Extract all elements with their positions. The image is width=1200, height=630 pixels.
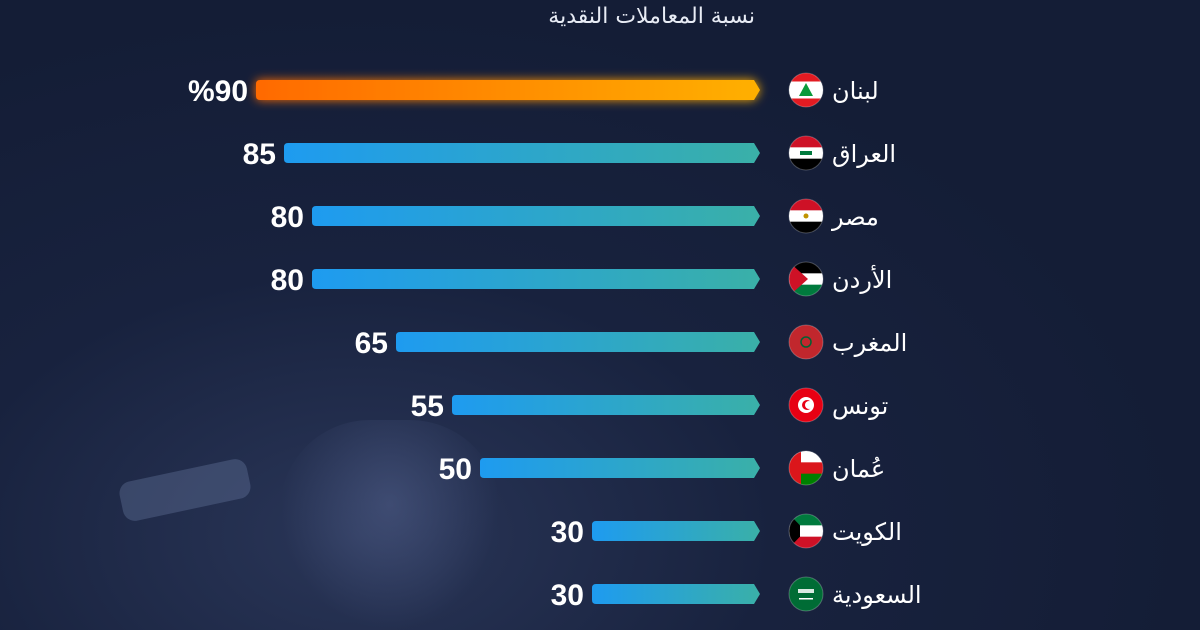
kuwait-flag-icon <box>789 514 823 548</box>
morocco-flag-icon <box>789 325 823 359</box>
chart-title-text: نسبة المعاملات النقدية <box>548 4 755 29</box>
country-label: الكويت <box>832 518 902 546</box>
value-label: 80 <box>271 264 304 297</box>
background-hand-photo <box>280 420 500 630</box>
bar <box>312 206 760 226</box>
value-label: 55 <box>411 390 444 423</box>
value-label: 30 <box>551 579 584 612</box>
egypt-flag-icon <box>789 199 823 233</box>
bar <box>592 584 760 604</box>
value-label: 85 <box>243 138 276 171</box>
bar <box>396 332 760 352</box>
bar <box>312 269 760 289</box>
country-label: الأردن <box>832 265 892 294</box>
bar <box>480 458 760 478</box>
country-label: تونس <box>832 392 888 420</box>
country-label: مصر <box>831 203 879 231</box>
value-label: 30 <box>551 516 584 549</box>
bar <box>592 521 760 541</box>
value-label: 50 <box>439 453 472 486</box>
bar <box>452 395 760 415</box>
bar-row: 80 الأردن <box>271 261 892 297</box>
bar-row: 55 تونس <box>411 387 888 423</box>
oman-flag-icon <box>789 451 823 485</box>
bar-row: %90 لبنان <box>188 72 879 108</box>
bar-row: 30 السعودية <box>551 576 922 612</box>
lebanon-flag-icon <box>789 73 823 107</box>
value-label: %90 <box>188 75 248 108</box>
bar-row: 80 مصر <box>271 198 879 234</box>
bar-row: 30 الكويت <box>551 513 902 549</box>
jordan-flag-icon <box>789 262 823 296</box>
bar <box>256 80 760 100</box>
value-label: 65 <box>355 327 388 360</box>
tunisia-flag-icon <box>789 388 823 422</box>
bar-row: 85 العراق <box>243 135 896 171</box>
value-label: 80 <box>271 201 304 234</box>
saudi-flag-icon <box>789 577 823 611</box>
country-label: السعودية <box>832 581 922 609</box>
country-label: المغرب <box>832 329 907 357</box>
bar-row: 65 المغرب <box>355 324 907 360</box>
bar-row: 50 عُمان <box>439 450 885 486</box>
country-label: لبنان <box>832 77 879 105</box>
country-label: عُمان <box>832 455 885 483</box>
bar <box>284 143 760 163</box>
country-label: العراق <box>832 140 896 168</box>
iraq-flag-icon <box>789 136 823 170</box>
